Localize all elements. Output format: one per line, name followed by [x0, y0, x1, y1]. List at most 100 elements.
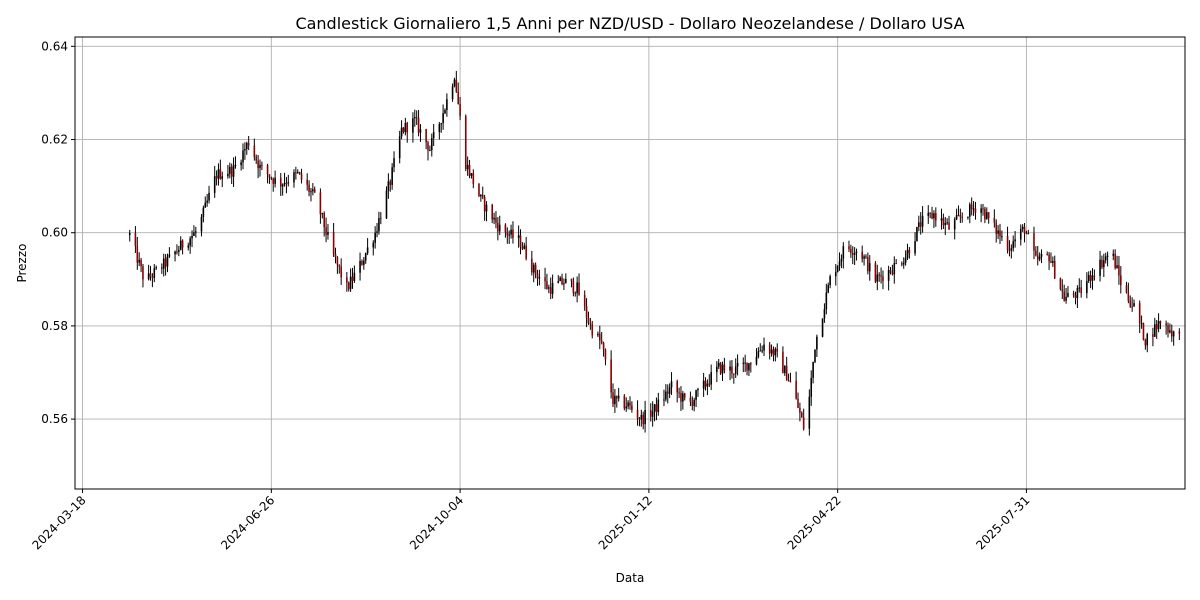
candle [578, 273, 580, 296]
candle-body [902, 262, 905, 265]
candle-body [298, 172, 301, 174]
candle-body [1050, 261, 1052, 263]
candle [538, 269, 541, 286]
candle-body [455, 79, 458, 92]
candle [364, 252, 367, 264]
candle [142, 264, 144, 288]
candle-body [723, 364, 726, 371]
candle-body [415, 117, 418, 119]
candle-body [313, 189, 316, 193]
candle [389, 179, 392, 192]
candle-body [904, 258, 907, 263]
candle [676, 379, 678, 403]
candle [1087, 271, 1090, 283]
candle-body [716, 366, 718, 373]
candle-body [506, 232, 509, 236]
candle-body [181, 240, 184, 248]
candle-body [927, 212, 930, 216]
candle-body [453, 79, 456, 87]
candle [1008, 240, 1011, 257]
candle-body [432, 132, 435, 139]
candle [532, 262, 535, 283]
candle [631, 401, 633, 413]
candle-body [931, 212, 933, 219]
candle-body [995, 222, 998, 234]
candle-body [734, 366, 737, 374]
chart-title: Candlestick Giornaliero 1,5 Anni per NZD… [295, 14, 964, 33]
candle-body [162, 258, 165, 269]
candle [795, 371, 797, 400]
candle-body [136, 246, 139, 263]
candle-body [142, 266, 144, 280]
candle [993, 209, 996, 228]
candle-body [663, 399, 665, 401]
candle-body [559, 277, 561, 282]
candle-body [838, 261, 841, 266]
candle-body [887, 270, 890, 281]
candle-body [750, 363, 752, 365]
candle-body [1086, 281, 1088, 294]
candle-body [166, 256, 169, 267]
candle [234, 156, 237, 169]
candle-body [387, 181, 390, 191]
candle-body [245, 142, 248, 149]
candle [531, 250, 533, 276]
candle-body [742, 362, 745, 364]
candle [1120, 266, 1122, 294]
candle-body [1067, 293, 1069, 297]
candle [361, 259, 363, 266]
candle [1155, 320, 1158, 339]
candle-body [1142, 323, 1145, 340]
candle [327, 224, 329, 240]
candle [521, 242, 524, 251]
candle [598, 325, 601, 350]
candle-body [195, 231, 197, 233]
candle-body [868, 263, 871, 272]
candle-body [1072, 293, 1075, 296]
candle-body [891, 272, 894, 275]
candle [1059, 277, 1062, 291]
candle [565, 273, 567, 284]
candle-body [982, 208, 984, 210]
candle [655, 397, 658, 421]
candle-body [614, 395, 616, 405]
candle [570, 278, 573, 288]
candle [413, 109, 416, 127]
candle [1046, 251, 1048, 256]
candle-body [174, 251, 176, 255]
candle-body [270, 177, 273, 179]
candle [918, 215, 920, 232]
candle [1065, 288, 1067, 304]
candle-body [731, 366, 733, 374]
candle [891, 264, 894, 276]
candle-body [800, 412, 803, 418]
candle-body [1152, 334, 1154, 337]
candle-body [733, 373, 735, 375]
candle [162, 253, 165, 277]
candle-body [1106, 255, 1109, 257]
candle-body [398, 136, 401, 159]
candle [1050, 252, 1052, 264]
candle-body [812, 362, 814, 378]
candle-body [670, 381, 673, 388]
candle-body [549, 287, 552, 294]
candle [353, 265, 356, 283]
candle [374, 226, 376, 249]
candle-body [721, 364, 724, 374]
candle-body [708, 383, 711, 385]
candle-body [1116, 265, 1118, 269]
candle [721, 361, 724, 381]
candle-body [389, 181, 392, 185]
candle-body [1012, 241, 1015, 249]
candle [321, 212, 324, 219]
candle-body [466, 164, 469, 170]
candle [1012, 235, 1015, 252]
candle [812, 361, 814, 384]
candle-body [851, 253, 854, 255]
candle-body [827, 285, 830, 293]
candle-body [168, 254, 171, 257]
candle [378, 211, 380, 235]
candle-body [242, 150, 244, 163]
